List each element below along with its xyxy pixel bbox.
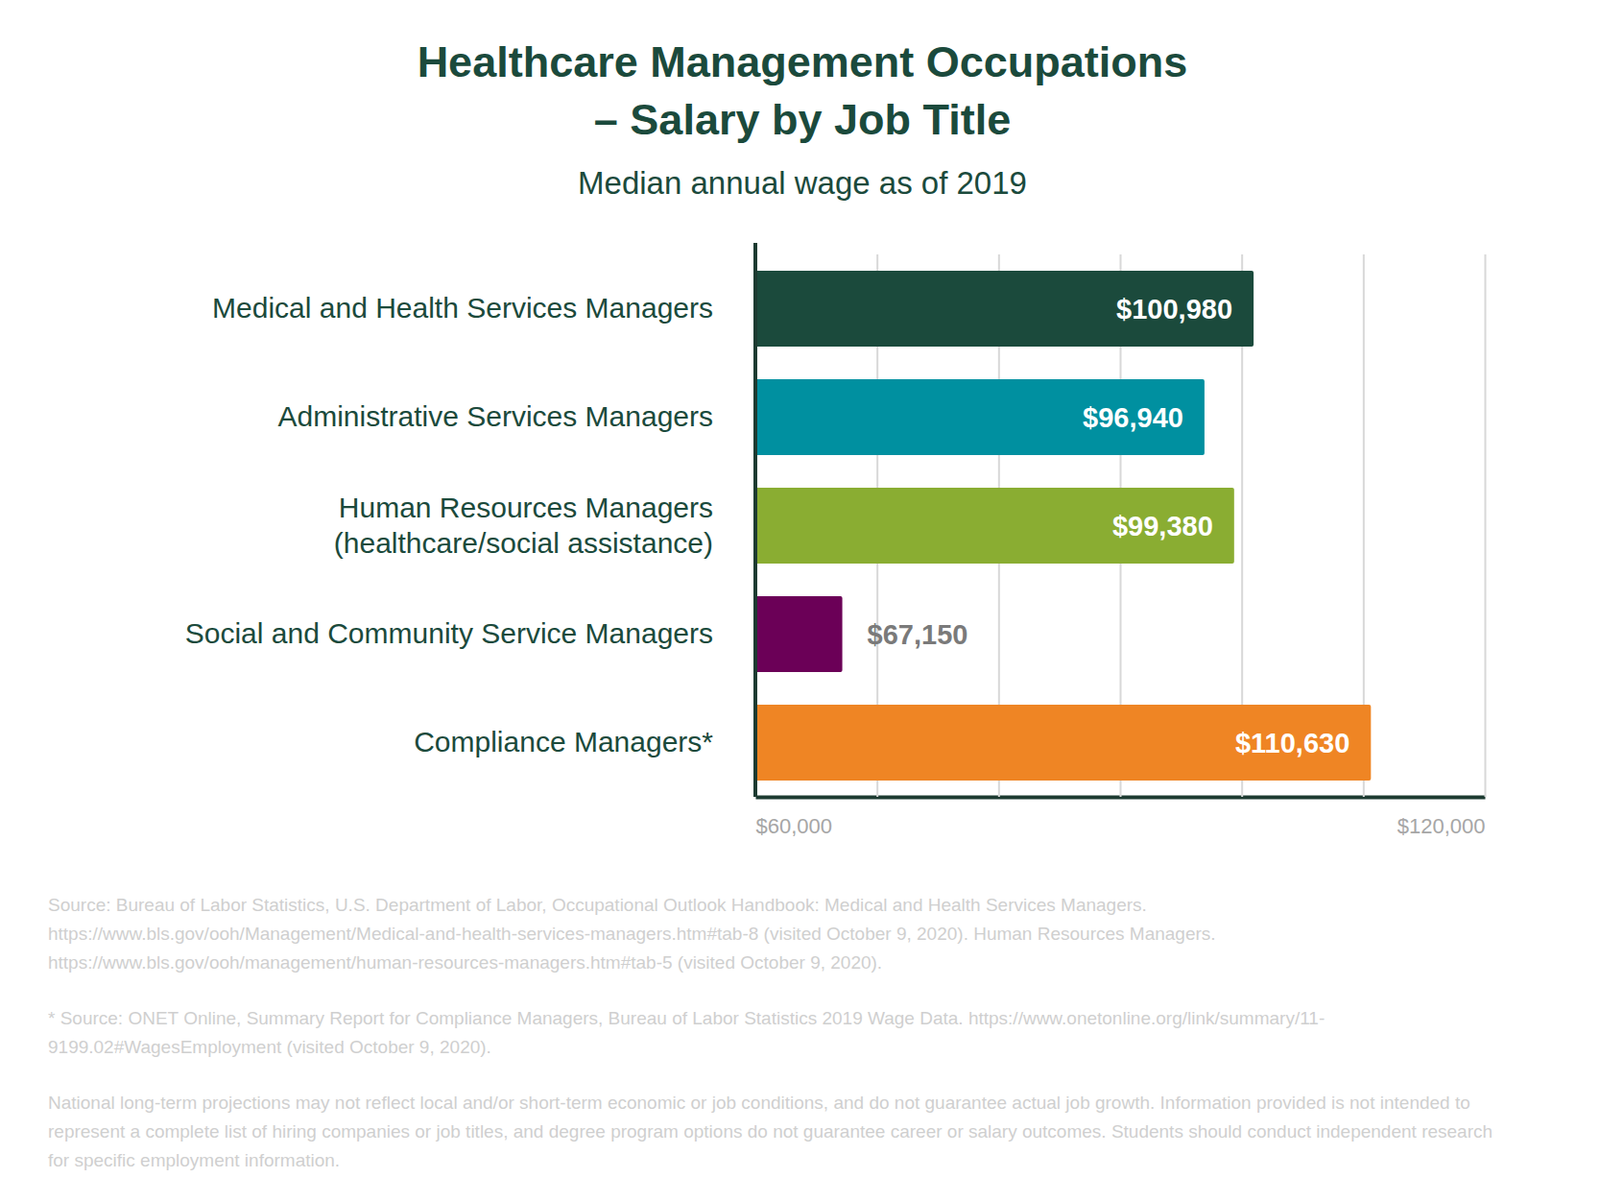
- data-label: $110,630: [1235, 727, 1350, 759]
- data-label: $99,380: [1112, 510, 1214, 542]
- data-label: $100,980: [1116, 293, 1233, 325]
- y-tick: Social and Community Service Managers: [185, 617, 756, 649]
- y-tick: Compliance Managers*: [413, 725, 756, 758]
- bar: [755, 704, 1371, 781]
- y-tick: Human Resources Managers(healthcare/soci…: [334, 491, 756, 560]
- footnote: National long-term projections may not r…: [47, 1088, 1517, 1175]
- category-label: Medical and Health Services Managers: [212, 291, 714, 324]
- bar: [755, 487, 1235, 564]
- bar: [755, 596, 843, 672]
- x-axis: $60,000 $120,000: [756, 254, 1486, 838]
- footnote: Source: Bureau of Labor Statistics, U.S.…: [47, 890, 1517, 978]
- bar: [755, 379, 1205, 455]
- title: Healthcare Management Occupations– Salar…: [417, 37, 1189, 144]
- footnote: * Source: ONET Online, Summary Report fo…: [47, 1003, 1517, 1062]
- category-label: Human Resources Managers(healthcare/soci…: [334, 491, 714, 560]
- subtitle: Median annual wage as of 2019: [577, 165, 1027, 201]
- bar: [755, 270, 1254, 347]
- footnotes: Source: Bureau of Labor Statistics, U.S.…: [47, 890, 1517, 1202]
- category-label: Social and Community Service Managers: [185, 617, 714, 649]
- category-label: Compliance Managers*: [413, 725, 714, 758]
- y-tick: Medical and Health Services Managers: [212, 291, 756, 324]
- data-label: $96,940: [1082, 402, 1184, 433]
- x-tick-label: $60,000: [756, 813, 834, 838]
- y-tick: Administrative Services Managers: [277, 400, 756, 432]
- y-axis-line: [753, 242, 758, 797]
- data-label: $67,150: [867, 619, 969, 650]
- y-axis: Medical and Health Services Managers Admi…: [185, 242, 756, 797]
- data-labels: $100,980 $96,940 $99,380 $67,150 $110,630: [867, 293, 1351, 759]
- x-tick-label: $120,000: [1397, 813, 1486, 838]
- x-tick: $120,000: [1397, 254, 1486, 838]
- grid-line: [1484, 254, 1487, 797]
- category-label: Administrative Services Managers: [277, 400, 714, 432]
- bars: [755, 270, 1371, 781]
